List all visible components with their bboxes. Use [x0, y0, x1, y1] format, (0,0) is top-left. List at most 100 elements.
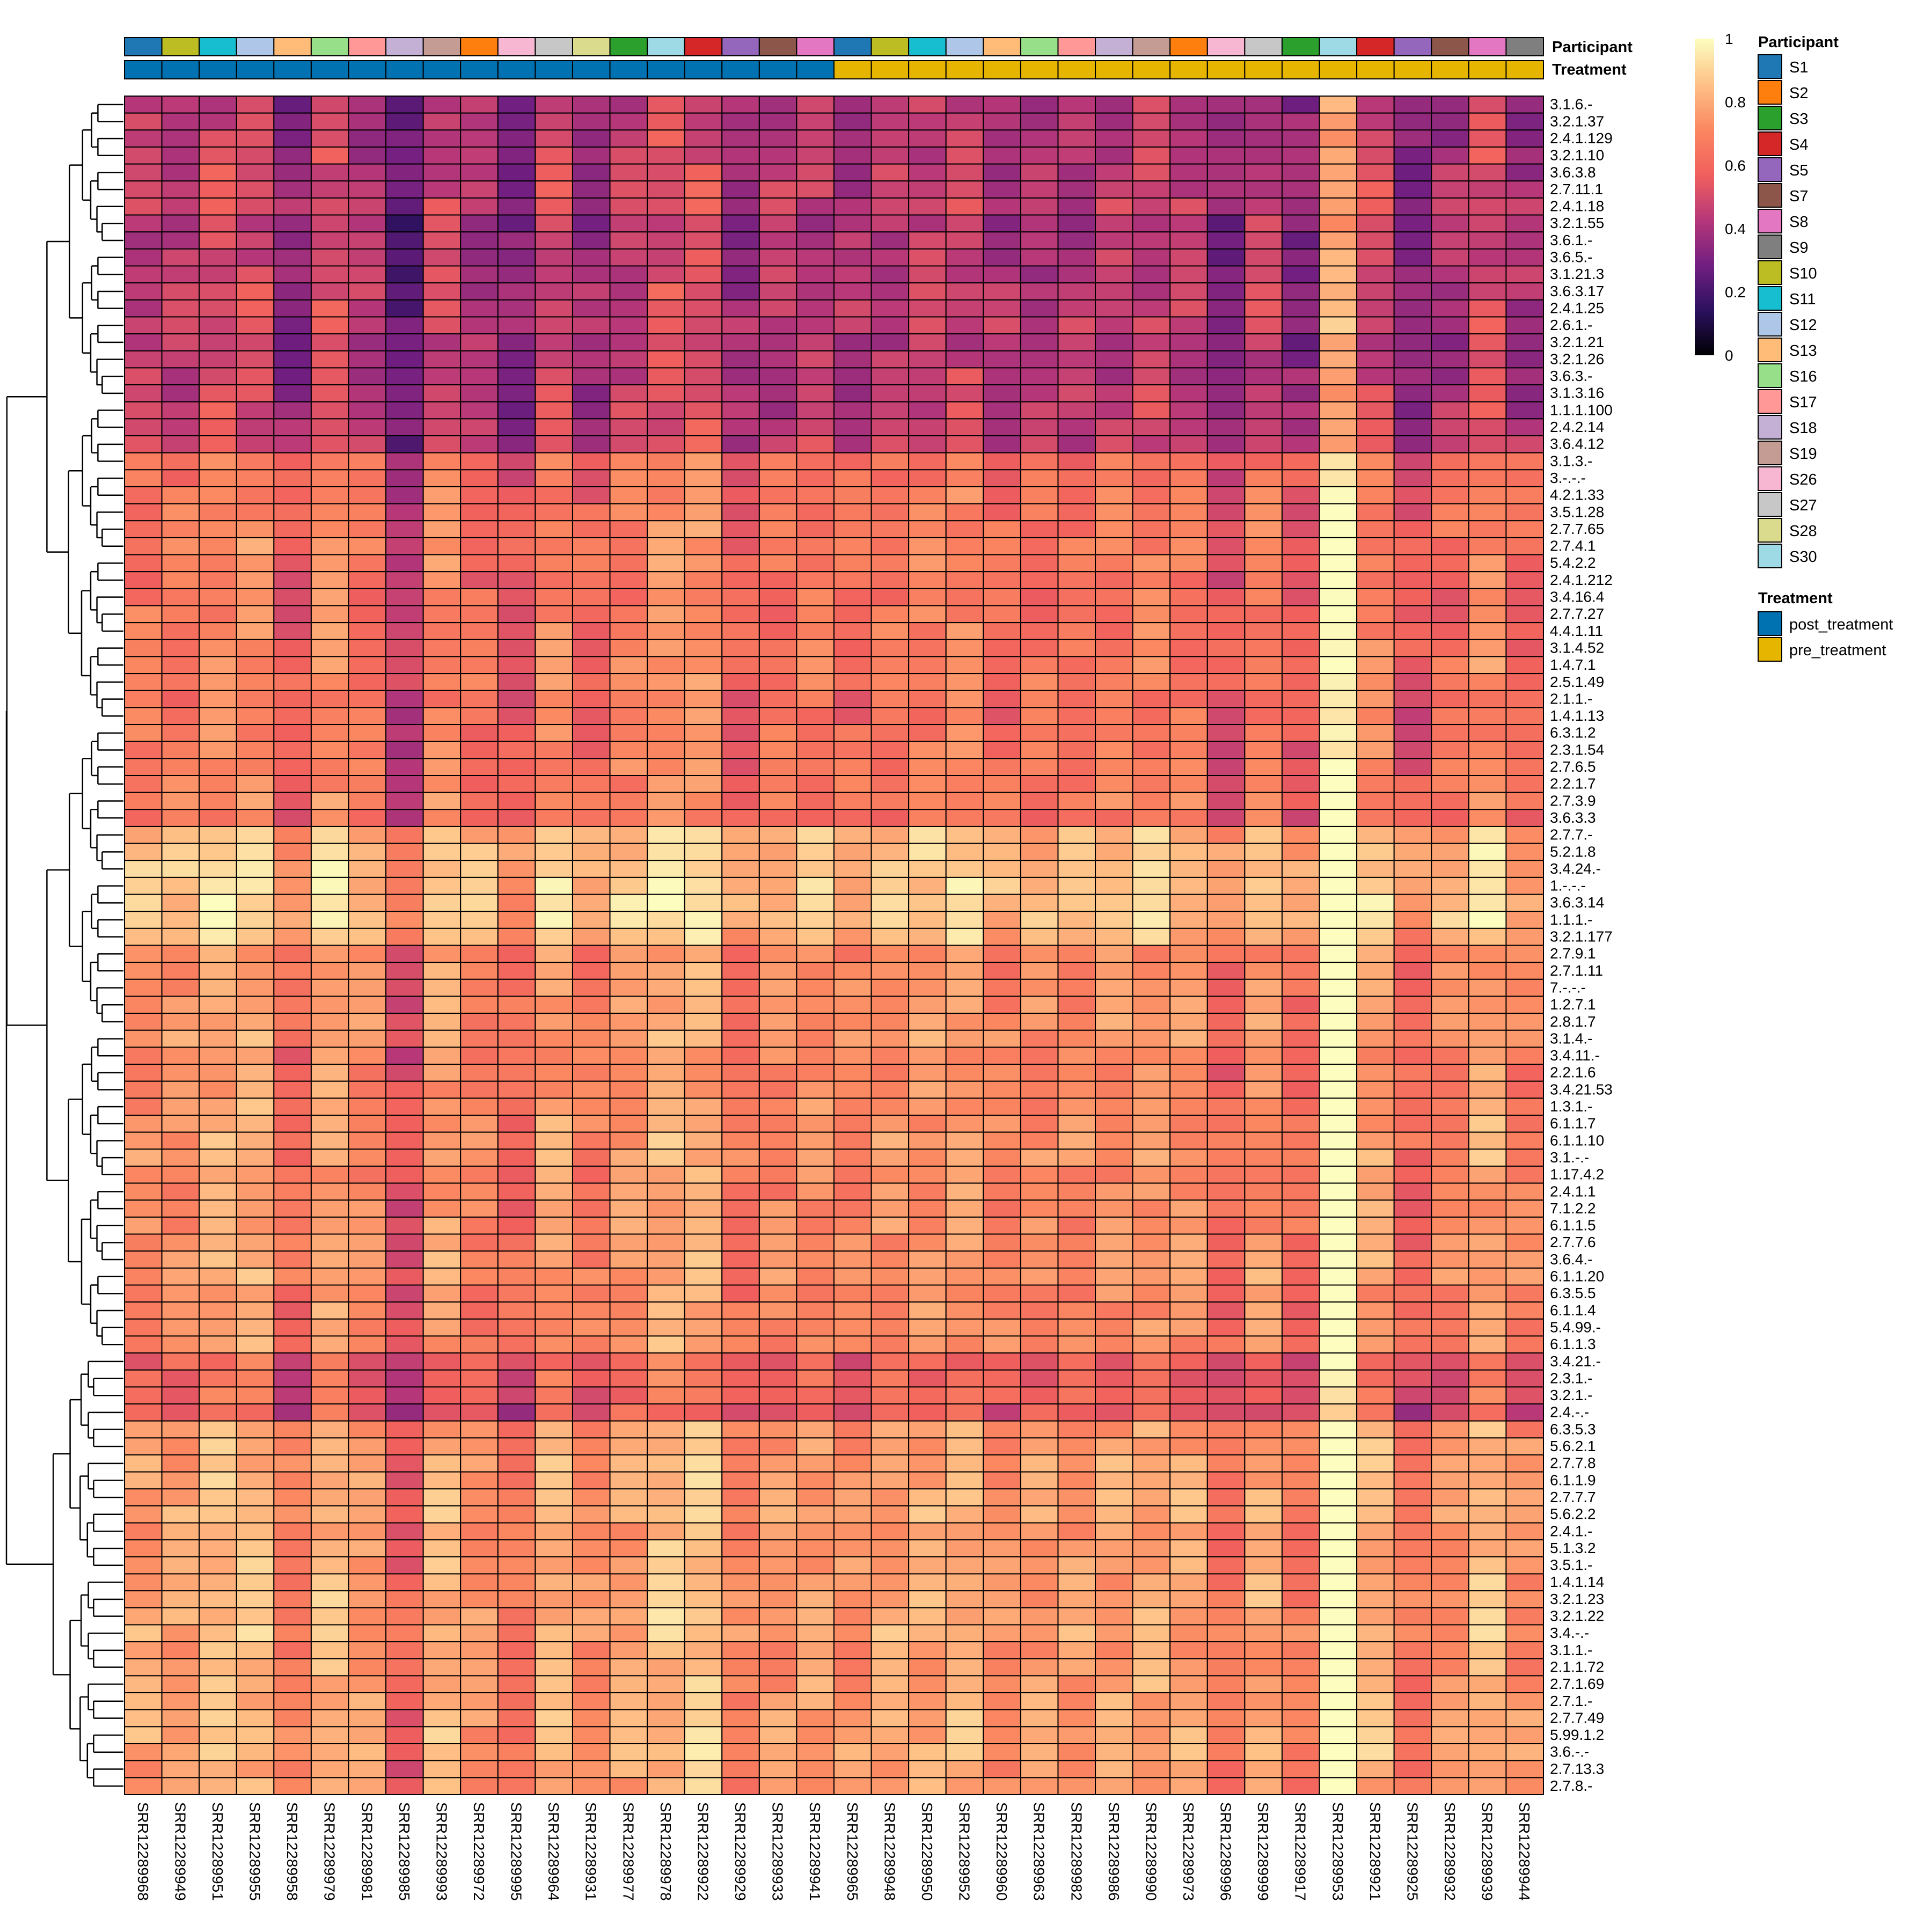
heatmap-cell	[796, 1369, 835, 1388]
treatment-annotation-cell	[945, 60, 984, 79]
heatmap-cell	[161, 1233, 200, 1252]
heatmap-cell	[609, 520, 648, 538]
heatmap-cell	[796, 469, 835, 487]
heatmap-cell	[1020, 1658, 1059, 1677]
row-label: 3.2.1.55	[1550, 215, 1604, 231]
heatmap-cell	[1020, 1046, 1059, 1065]
heatmap-cell	[945, 656, 984, 675]
heatmap-cell	[1319, 180, 1358, 199]
heatmap-cell	[1505, 825, 1545, 844]
heatmap-cell	[1095, 1607, 1133, 1626]
heatmap-cell	[1431, 1199, 1469, 1218]
heatmap-cell	[460, 248, 499, 267]
row-label: 3.6.3.-	[1550, 368, 1592, 384]
heatmap-cell	[535, 1556, 573, 1575]
heatmap-cell	[1393, 1505, 1432, 1524]
heatmap-cell	[273, 503, 312, 522]
heatmap-cell	[1020, 469, 1059, 487]
heatmap-cell	[1505, 1046, 1545, 1065]
heatmap-cell	[273, 1029, 312, 1048]
heatmap-cell	[422, 911, 462, 929]
heatmap-cell	[199, 1726, 237, 1745]
heatmap-cell	[1057, 945, 1096, 963]
heatmap-cell	[199, 571, 237, 589]
heatmap-cell	[236, 1777, 275, 1796]
heatmap-cell	[1281, 1165, 1320, 1184]
heatmap-cell	[1505, 401, 1545, 420]
heatmap-cell	[1468, 163, 1507, 182]
heatmap-cell	[124, 1726, 163, 1745]
heatmap-cell	[497, 1131, 536, 1150]
heatmap-cell	[1319, 282, 1358, 301]
heatmap-cell	[1281, 1539, 1320, 1557]
heatmap-cell	[348, 1743, 387, 1761]
heatmap-cell	[199, 978, 237, 997]
heatmap-cell	[1281, 1182, 1320, 1201]
row-label: 2.7.7.7	[1550, 1489, 1596, 1505]
heatmap-cell	[1132, 690, 1171, 708]
heatmap-cell	[1356, 418, 1395, 436]
row-label: 2.4.1.212	[1550, 572, 1613, 588]
heatmap-cell	[1020, 180, 1059, 199]
heatmap-cell	[572, 1692, 611, 1710]
heatmap-cell	[1095, 486, 1133, 504]
heatmap-cell	[1468, 894, 1507, 912]
heatmap-cell	[1468, 282, 1507, 301]
heatmap-cell	[833, 1437, 872, 1456]
heatmap-cell	[236, 945, 275, 963]
row-label: 3.4.-.-	[1550, 1624, 1589, 1641]
heatmap-cell	[385, 146, 424, 165]
heatmap-cell	[1020, 1080, 1059, 1099]
heatmap-cell	[1169, 554, 1208, 573]
heatmap-cell	[945, 860, 984, 878]
heatmap-cell	[1281, 1335, 1320, 1354]
heatmap-cell	[1431, 435, 1469, 453]
heatmap-cell	[310, 1233, 349, 1252]
heatmap-cell	[310, 825, 349, 844]
heatmap-cell	[1095, 163, 1133, 182]
heatmap-cell	[870, 656, 910, 675]
heatmap-cell	[385, 1080, 424, 1099]
heatmap-cell	[1169, 1064, 1208, 1082]
heatmap-cell	[1206, 1250, 1246, 1269]
treatment-annotation-cell	[199, 60, 237, 79]
heatmap-cell	[348, 537, 387, 555]
heatmap-cell	[199, 911, 237, 929]
heatmap-cell	[236, 214, 275, 233]
heatmap-cell	[1356, 1539, 1395, 1557]
heatmap-cell	[1020, 503, 1059, 522]
heatmap-cell	[1057, 1369, 1096, 1388]
heatmap-cell	[1095, 1318, 1133, 1337]
heatmap-cell	[1468, 1318, 1507, 1337]
heatmap-cell	[1468, 112, 1507, 131]
heatmap-cell	[273, 775, 312, 793]
heatmap-cell	[1281, 1454, 1320, 1473]
heatmap-cell	[1057, 673, 1096, 691]
heatmap-cell	[348, 1760, 387, 1779]
heatmap-cell	[1431, 690, 1469, 708]
treatment-annotation-cell	[460, 60, 499, 79]
heatmap-cell	[422, 180, 462, 199]
heatmap-cell	[1057, 1726, 1096, 1745]
heatmap-cell	[310, 214, 349, 233]
heatmap-cell	[1505, 1284, 1545, 1303]
heatmap-cell	[1020, 1335, 1059, 1354]
heatmap-cell	[1132, 197, 1171, 216]
heatmap-cell	[161, 1454, 200, 1473]
heatmap-cell	[572, 1573, 611, 1592]
heatmap-cell	[1095, 792, 1133, 810]
heatmap-cell	[796, 129, 835, 148]
heatmap-cell	[1431, 384, 1469, 402]
heatmap-cell	[647, 1505, 685, 1524]
heatmap-cell	[758, 435, 797, 453]
heatmap-cell	[945, 401, 984, 420]
heatmap-cell	[535, 1743, 573, 1761]
heatmap-cell	[870, 1692, 910, 1710]
heatmap-cell	[796, 1403, 835, 1422]
heatmap-cell	[1169, 1641, 1208, 1659]
heatmap-cell	[1505, 656, 1545, 675]
heatmap-cell	[833, 537, 872, 555]
heatmap-cell	[983, 265, 1021, 284]
heatmap-cell	[1393, 1216, 1432, 1235]
row-label: 1.4.1.13	[1550, 707, 1604, 724]
